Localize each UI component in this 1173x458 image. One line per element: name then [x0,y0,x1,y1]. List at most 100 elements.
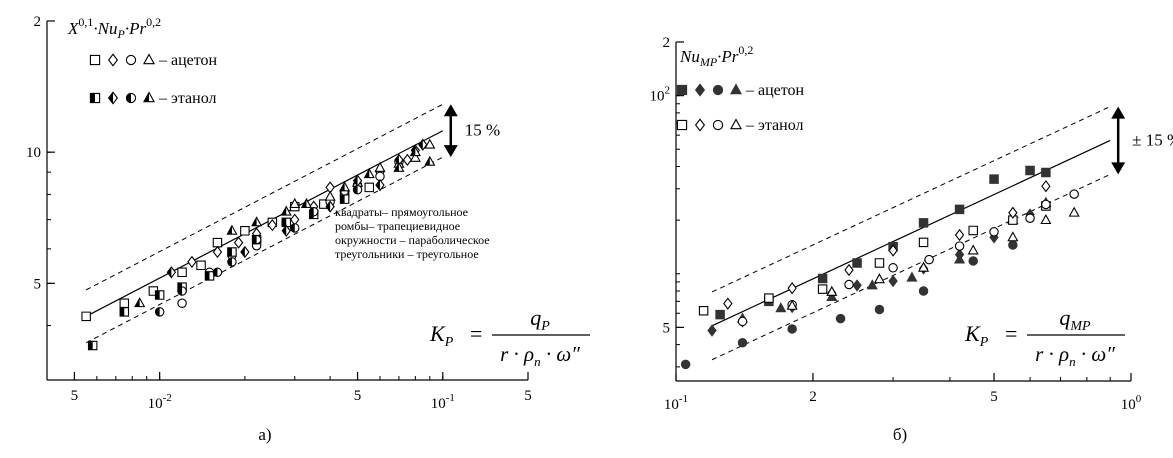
legend-row: – этанол [676,117,804,134]
data-point-half [326,201,331,212]
data-point [352,184,363,195]
data-point-shape [1025,213,1035,223]
data-point [1041,199,1051,210]
data-point [308,206,319,217]
data-point-half [227,247,232,257]
data-point-shape [918,286,929,296]
data-point [119,298,130,309]
data-point [177,298,187,309]
data-point-half [240,246,245,258]
data-point-shape [844,263,854,277]
data-point [212,237,223,248]
data-point [967,244,979,255]
data-point [154,307,165,317]
data-point-shape [954,228,965,242]
data-point-shape [918,237,929,248]
data-point [786,299,798,310]
data-point [698,305,709,316]
data-point [1041,167,1051,178]
data-point [166,266,177,279]
data-point [866,279,878,290]
data-point-half [410,147,416,156]
data-point [300,197,313,209]
data-point [888,274,898,288]
data-point-half [252,235,257,244]
data-point [393,161,405,172]
data-point-shape [424,138,436,149]
data-point [424,138,436,149]
data-point [196,260,206,271]
y-tick-label: 5 [34,276,42,292]
data-point-half [227,257,232,267]
data-point [954,253,966,264]
y-axis-title-part: ·Pr [125,19,147,38]
data-point [1008,240,1018,250]
legend-marker-shape [730,118,742,130]
formula-denominator: r · ρn · ω″ [500,342,580,369]
data-point-shape [874,304,885,315]
y-tick-label-base: 10 [650,89,665,105]
data-point [1025,213,1035,223]
x-tick-label-base: 5 [354,388,362,404]
data-point [918,286,929,296]
y-tick-label-exp: 2 [665,85,671,97]
y-tick-label: 102 [650,85,671,105]
y-axis-title: NuMP·Pr0,2 [679,43,753,69]
x-tick-label-base: 10 [664,397,679,413]
data-point-shape [680,359,691,370]
data-point-shape [954,241,965,251]
data-point-shape [1008,206,1018,219]
data-point-shape [866,279,878,290]
data-point-half [282,218,287,227]
data-point-shape [888,263,898,273]
data-point-shape [775,302,787,313]
data-point [968,256,978,266]
x-tick-label: 5 [524,388,532,404]
data-point [787,324,797,334]
data-point [968,225,978,236]
legend-marker [143,91,155,103]
data-point-shape [212,245,223,259]
panel-label: a) [258,425,271,444]
formula-lhs-sub: P [979,335,989,350]
data-point [787,282,797,295]
formula-lhs-base: K [429,321,446,346]
y-axis-title-exp: 0,2 [146,15,161,29]
data-point [1008,206,1018,219]
data-point-shape [177,267,187,278]
data-point-shape [196,260,206,271]
data-point [251,216,263,227]
x-tick-label-base: 2 [809,389,817,405]
data-point-half [120,307,125,317]
data-point [817,284,828,294]
data-point [289,223,300,233]
legend-marker [676,84,688,96]
panel-label: б) [893,425,907,444]
data-point-shape [954,253,966,264]
data-point-shape [787,282,797,295]
data-point [240,226,250,236]
data-point [723,297,733,310]
data-point [375,179,385,192]
x-tick-label-exp: 0 [1136,393,1142,405]
data-point-half [227,225,232,235]
legend-marker [125,54,137,66]
x-tick-label-base: 10 [431,396,446,412]
data-point [826,285,838,296]
legend-marker [89,92,101,104]
formula-denominator: r · ρn · ω″ [1035,342,1115,369]
legend-marker [694,118,706,132]
formula-den-base: r · ρ [500,342,534,366]
data-point [374,161,386,172]
legend-label: – этанол [158,90,217,107]
series-square-open [698,201,1051,316]
x-tick-label-exp: -1 [446,392,455,404]
y-axis-title-sub: P [116,27,125,41]
y-tick-label: 10 [26,145,41,161]
data-point [844,263,854,277]
data-point-half [339,182,345,191]
formula-den-sub: n [534,354,541,369]
formula-num-base: q [530,305,541,330]
x-tick-label: 5 [354,388,362,404]
